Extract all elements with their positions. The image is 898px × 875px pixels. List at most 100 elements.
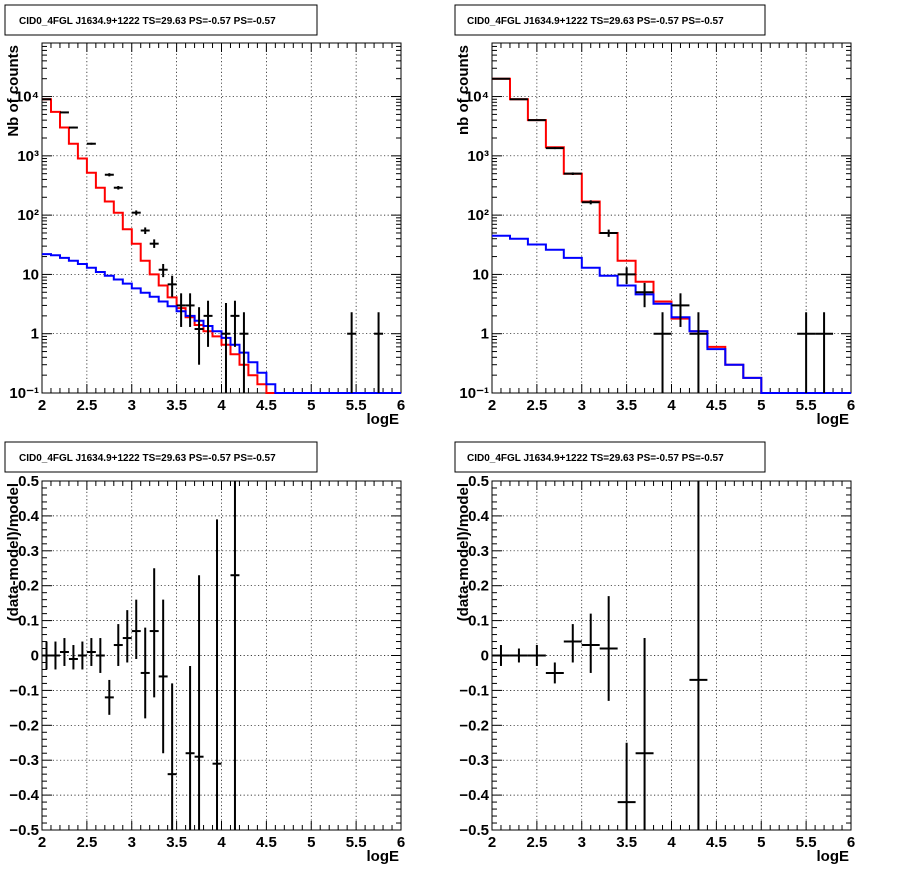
y-axis-label: (data-model)/model bbox=[5, 483, 22, 621]
data-point bbox=[131, 599, 141, 659]
y-tick-label: 10² bbox=[467, 207, 489, 224]
data-point bbox=[86, 142, 96, 145]
panel-title: CID0_4FGL J1634.9+1222 TS=29.63 PS=-0.57… bbox=[19, 453, 276, 464]
data-point bbox=[374, 312, 384, 393]
y-tick-label: −0.3 bbox=[9, 752, 39, 769]
y-tick-label: 0.3 bbox=[18, 543, 39, 560]
y-tick-label: 10 bbox=[22, 266, 39, 283]
x-axis-label: logE bbox=[367, 848, 400, 865]
x-tick-label: 5.5 bbox=[796, 397, 817, 414]
data-point bbox=[104, 679, 114, 715]
x-axis-label: logE bbox=[817, 848, 850, 865]
y-tick-label: 10² bbox=[17, 207, 39, 224]
y-tick-label: −0.1 bbox=[459, 682, 489, 699]
y-tick-label: 0.5 bbox=[18, 473, 39, 490]
x-tick-label: 3.5 bbox=[166, 397, 187, 414]
data-point bbox=[158, 263, 168, 278]
data-point bbox=[203, 300, 213, 347]
y-axis-label: Nb of counts bbox=[5, 45, 22, 137]
data-point bbox=[599, 229, 618, 237]
data-point bbox=[86, 638, 96, 666]
y-axis-label: (data-model)/model bbox=[455, 483, 472, 621]
plot-area bbox=[41, 42, 402, 394]
x-tick-label: 2.5 bbox=[76, 397, 97, 414]
data-point bbox=[95, 638, 105, 673]
x-tick-label: 2.5 bbox=[526, 834, 547, 851]
data-point bbox=[158, 599, 168, 754]
x-tick-label: 3 bbox=[128, 834, 136, 851]
data-point bbox=[140, 627, 150, 719]
data-point bbox=[50, 641, 60, 670]
x-tick-label: 5.5 bbox=[346, 834, 367, 851]
x-tick-label: 4 bbox=[667, 397, 676, 414]
x-tick-label: 6 bbox=[397, 397, 405, 414]
data-point bbox=[113, 185, 123, 190]
data-point bbox=[545, 662, 564, 684]
panel-counts-left: CID0_4FGL J1634.9+1222 TS=29.63 PS=-0.57… bbox=[4, 4, 405, 428]
title-box bbox=[4, 4, 318, 36]
x-tick-label: 2.5 bbox=[76, 834, 97, 851]
data-point bbox=[194, 307, 204, 365]
x-axis-label: logE bbox=[367, 411, 400, 428]
data-point bbox=[149, 239, 159, 248]
x-tick-label: 5.5 bbox=[346, 397, 367, 414]
data-point bbox=[653, 312, 672, 393]
y-tick-label: 0.4 bbox=[468, 508, 490, 525]
x-tick-label: 6 bbox=[847, 834, 855, 851]
x-tick-label: 2 bbox=[488, 834, 496, 851]
y-tick-label: −0.5 bbox=[9, 822, 39, 839]
x-tick-label: 5 bbox=[757, 834, 765, 851]
x-tick-label: 2.5 bbox=[526, 397, 547, 414]
panel-counts-right: CID0_4FGL J1634.9+1222 TS=29.63 PS=-0.57… bbox=[454, 4, 855, 428]
data-point bbox=[527, 645, 546, 666]
y-tick-label: 10 bbox=[472, 266, 489, 283]
data-point bbox=[212, 519, 222, 830]
title-box bbox=[454, 4, 766, 36]
x-tick-label: 5.5 bbox=[796, 834, 817, 851]
data-point bbox=[635, 638, 654, 830]
data-point bbox=[167, 275, 177, 297]
y-tick-label: 10³ bbox=[17, 148, 39, 165]
panel-title: CID0_4FGL J1634.9+1222 TS=29.63 PS=-0.57… bbox=[19, 16, 276, 27]
panel-title: CID0_4FGL J1634.9+1222 TS=29.63 PS=-0.57… bbox=[467, 453, 724, 464]
model-histogram-line bbox=[492, 234, 851, 394]
data-point bbox=[563, 172, 582, 176]
panel-title: CID0_4FGL J1634.9+1222 TS=29.63 PS=-0.57… bbox=[467, 16, 724, 27]
x-tick-label: 5 bbox=[307, 834, 315, 851]
x-tick-label: 3.5 bbox=[616, 397, 637, 414]
x-tick-label: 3.5 bbox=[166, 834, 187, 851]
data-point bbox=[68, 126, 78, 129]
x-tick-label: 6 bbox=[397, 834, 405, 851]
y-tick-label: 10⁻¹ bbox=[9, 385, 39, 402]
x-tick-label: 6 bbox=[847, 397, 855, 414]
data-point bbox=[185, 665, 195, 830]
y-tick-label: 10⁻¹ bbox=[459, 385, 489, 402]
y-tick-label: 0.2 bbox=[18, 578, 39, 595]
y-tick-label: −0.2 bbox=[459, 717, 489, 734]
data-point bbox=[176, 293, 186, 327]
y-tick-label: 0 bbox=[481, 648, 489, 665]
data-point bbox=[221, 302, 231, 393]
data-point bbox=[689, 481, 708, 830]
data-point bbox=[59, 638, 69, 666]
data-point bbox=[42, 641, 51, 670]
y-tick-label: 1 bbox=[31, 326, 39, 343]
x-tick-label: 4.5 bbox=[706, 397, 727, 414]
data-point bbox=[347, 312, 357, 393]
x-tick-label: 5 bbox=[307, 397, 315, 414]
data-point bbox=[167, 683, 177, 830]
y-axis-label: nb of counts bbox=[455, 45, 472, 135]
title-box bbox=[4, 441, 318, 473]
y-tick-label: 0.1 bbox=[18, 613, 39, 630]
data-point bbox=[113, 624, 123, 666]
data-point bbox=[815, 312, 834, 393]
data-point bbox=[563, 624, 582, 663]
x-tick-label: 3 bbox=[578, 397, 586, 414]
data-point bbox=[185, 293, 195, 327]
y-tick-label: −0.4 bbox=[459, 787, 489, 804]
data-point bbox=[77, 641, 87, 670]
data-point bbox=[194, 575, 204, 830]
data-point bbox=[635, 282, 654, 308]
data-point bbox=[42, 98, 51, 101]
data-point bbox=[509, 98, 528, 101]
